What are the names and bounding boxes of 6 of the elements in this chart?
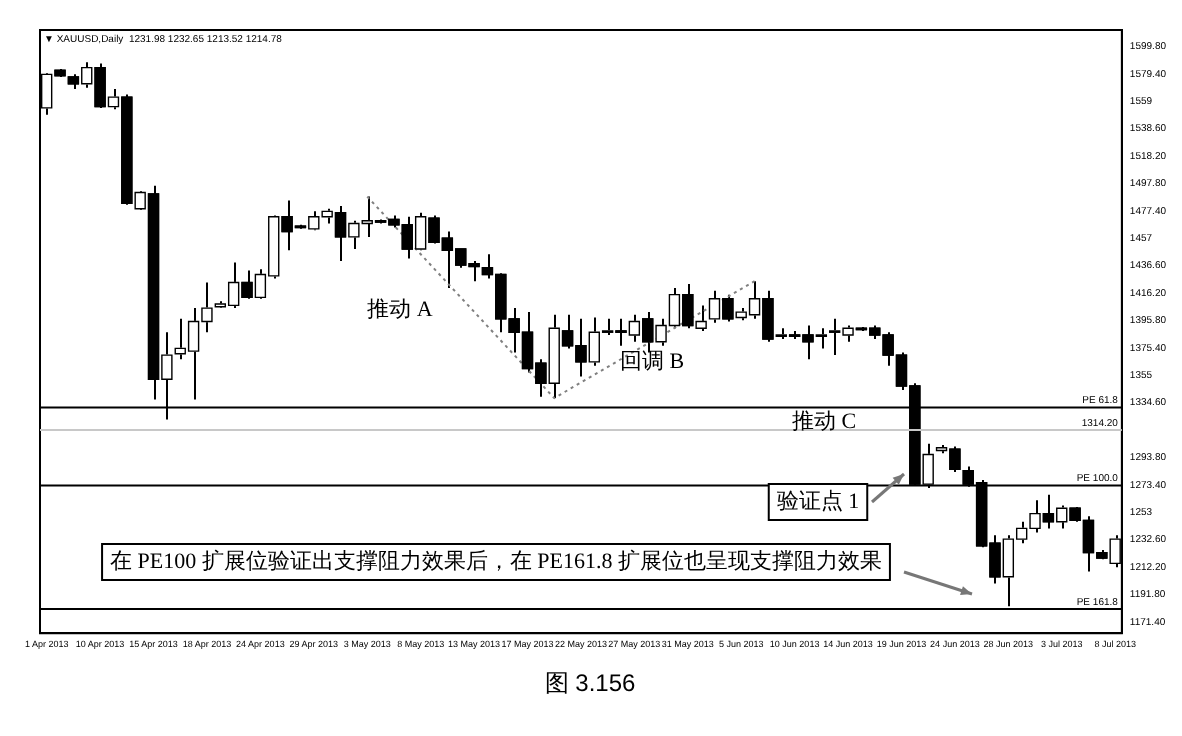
annotation: 在 PE100 扩展位验证出支撑阻力效果后，在 PE161.8 扩展位也呈现支撑阻力效果 [110,547,882,574]
caption: 图 3.156 [544,668,636,697]
annotation: 验证点 1 [776,487,860,514]
annotation: 推动 A [367,297,433,322]
annotation: 推动 C [791,409,857,434]
annotation: 回调 B [619,349,685,374]
